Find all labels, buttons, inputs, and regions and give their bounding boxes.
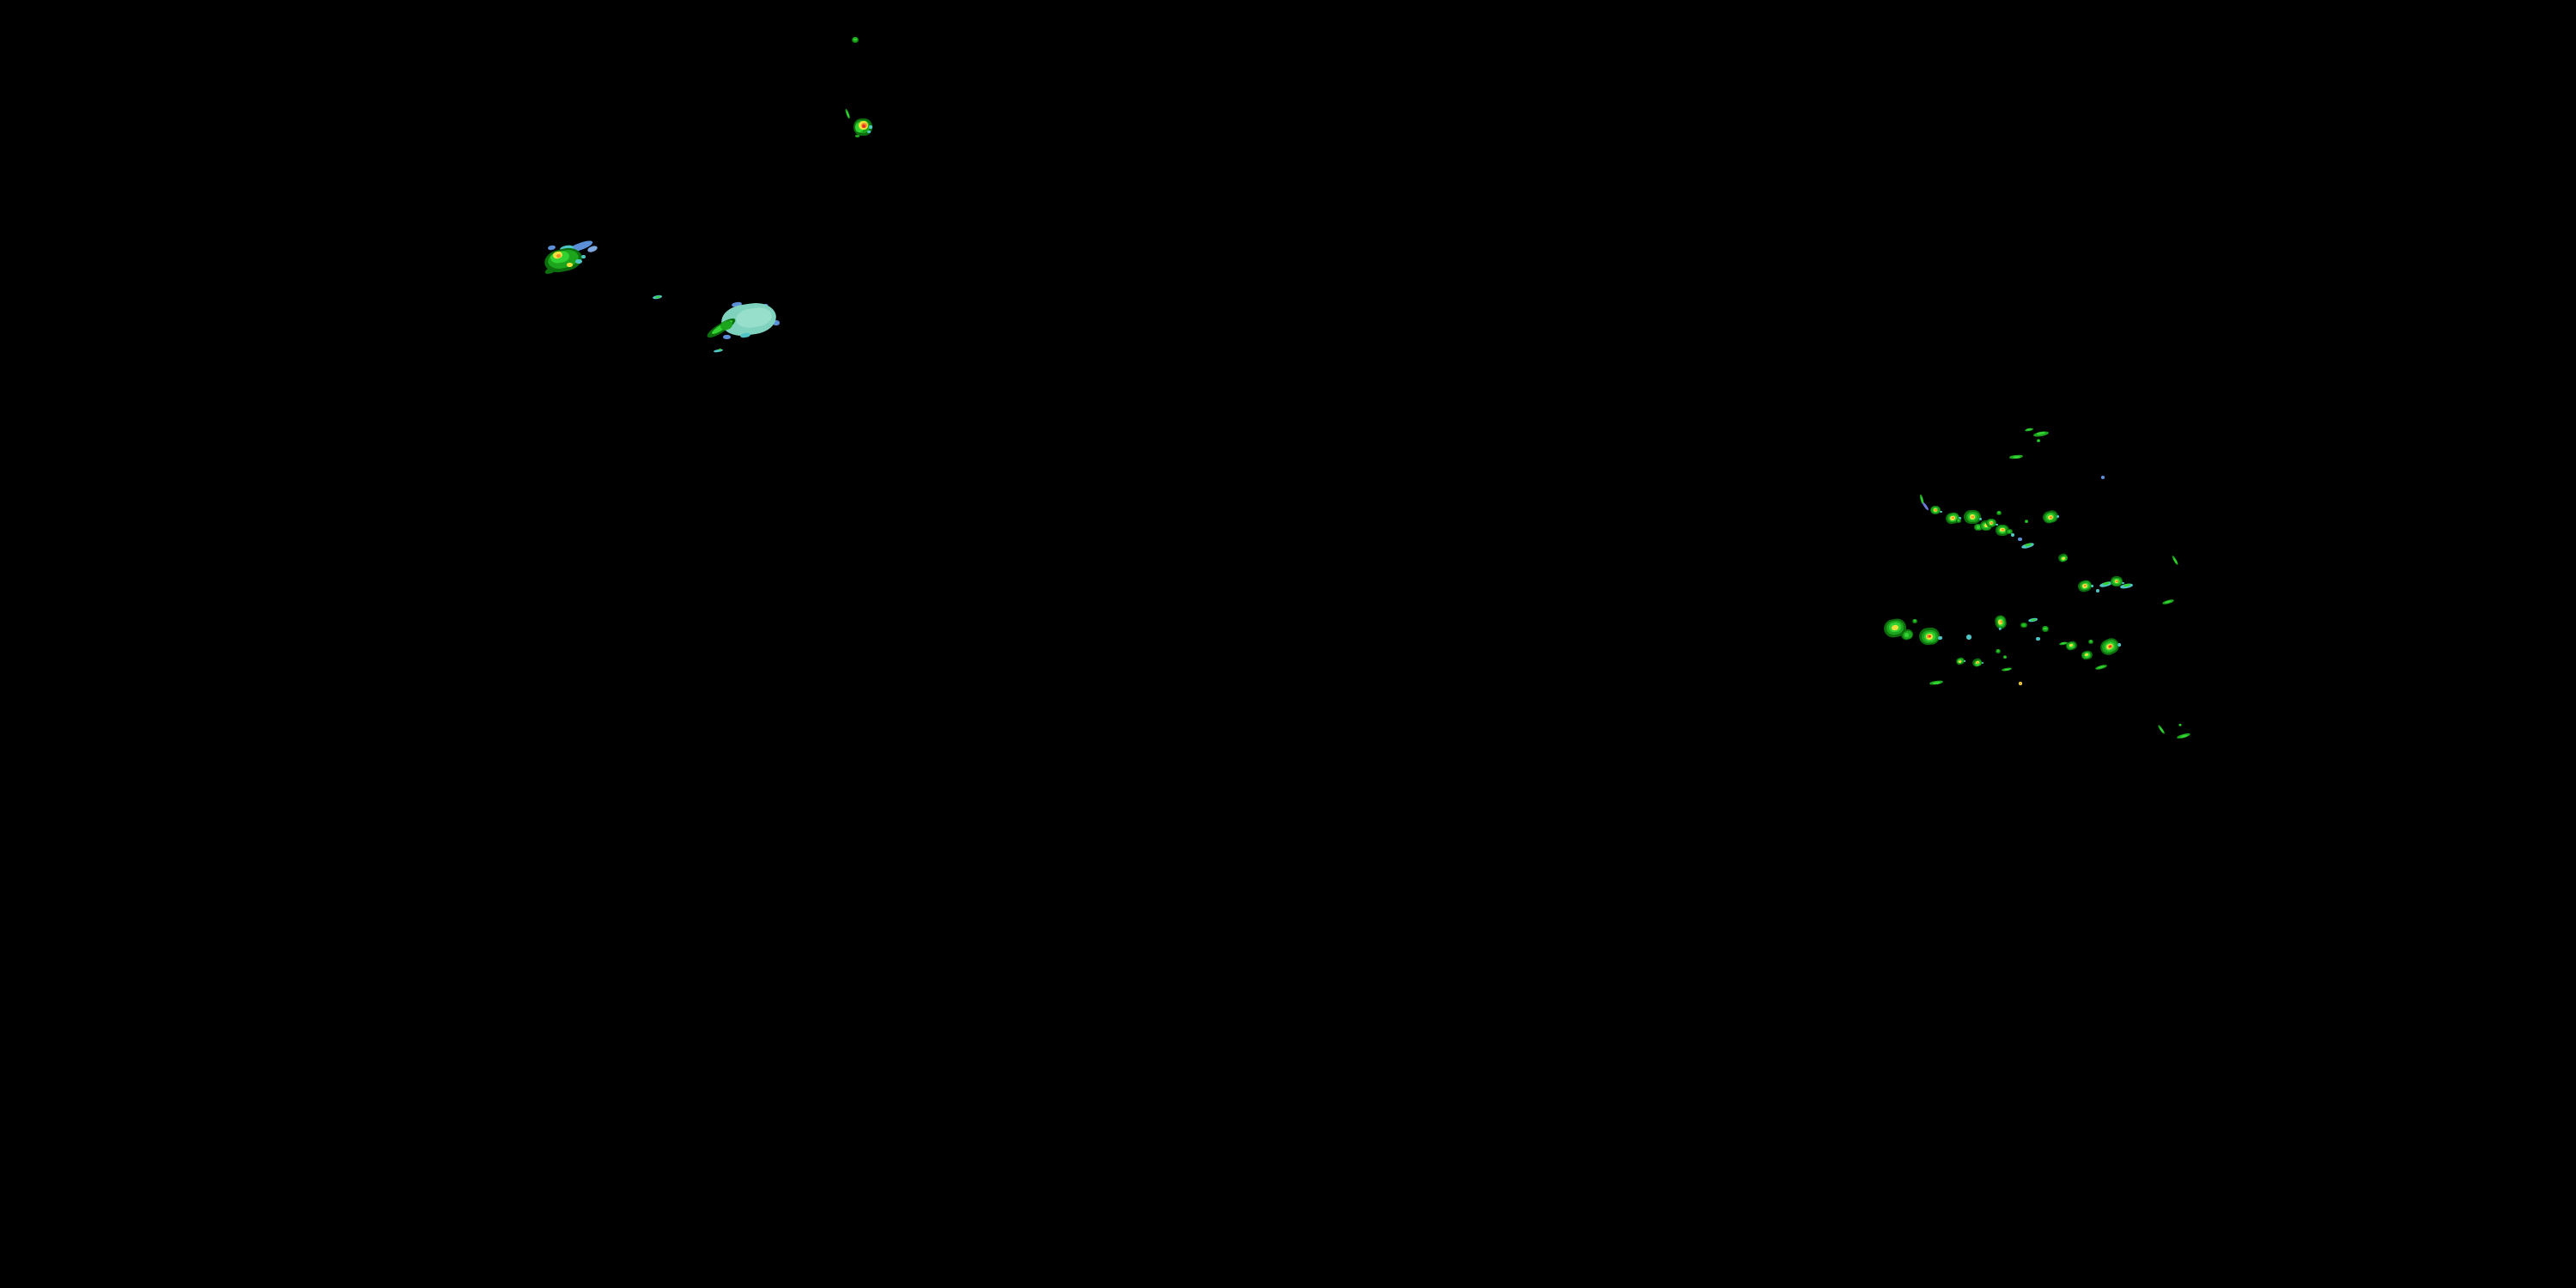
radar-echo-part [869,125,872,129]
radar-echo-part [1978,517,1983,520]
radar-echo-part [2008,530,2011,533]
radar-echo-part [2035,636,2040,641]
radar-echo-part [2038,440,2039,441]
radar-echo-part [556,254,561,258]
radar-echo-part [575,258,582,264]
radar-echo-part [854,38,857,41]
radar-echo-part [845,111,850,118]
radar-echo-part [1913,620,1917,622]
radar-echo-part [854,134,860,137]
radar-echo-part [2002,528,2004,532]
radar-echo-part [1990,522,1993,524]
radar-echo-part [580,255,586,258]
radar-echo-part [2003,668,2010,671]
radar-echo-part [1998,627,2002,630]
radar-echo-part [2017,538,2022,541]
radar-echo-part [867,130,871,133]
radar-echo-part [1996,523,1998,526]
radar-echo-part [2044,627,2047,630]
radar-echo-part [2121,581,2124,584]
radar-echo-part [2117,642,2122,647]
radar-echo-part [1996,650,2000,652]
radar-echo-part [2026,520,2027,522]
radar-echo-part [566,262,573,267]
radar-echo-part [2089,641,2093,642]
radar-echo-part [1957,519,1960,521]
radar-echo-part [2012,455,2020,459]
radar-echo-part [773,320,780,325]
radar-echo-part [862,125,866,128]
radar-echo-part [1935,509,1937,511]
radar-echo-part [2096,589,2099,592]
radar-echo-part [1997,512,2001,513]
radar-echo-part [1928,635,1931,638]
radar-echo-part [1977,526,1980,529]
radar-echo-part [2116,580,2118,583]
radar-echo-part [2179,724,2181,726]
radar-echo-part [2020,683,2021,684]
radar-echo-part [1971,515,1975,519]
radar-echo-part [547,244,556,251]
radar-echo-part [2090,584,2094,587]
radar-echo-part [2004,656,2006,658]
radar-echo-part [1966,635,1971,640]
radar-echo-part [2101,476,2105,479]
radar-echo-part [2022,623,2026,627]
radar-echo-part [2011,533,2014,537]
radar-echo-part [1937,635,1942,641]
radar-echo-part [1921,501,1929,511]
radar-echo-part [1932,681,1941,685]
radar-echo-part [1940,510,1942,513]
radar-echo-part [722,334,731,339]
radar-echo-part [2172,557,2178,564]
